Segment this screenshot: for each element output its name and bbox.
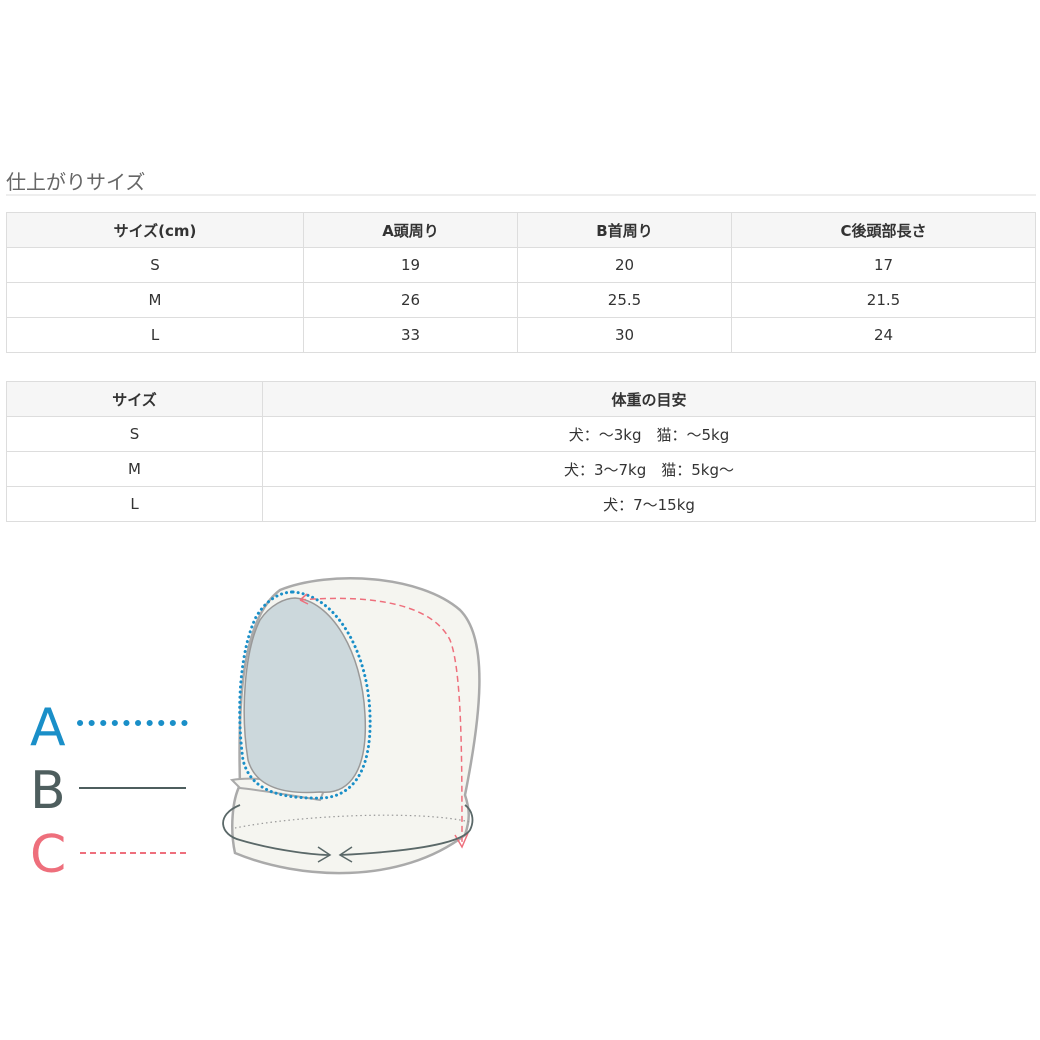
cell: L [6,486,263,522]
table-header-row: サイズ(cm) A頭周り B首周り C後頭部長さ [6,212,1036,248]
cell: M [6,282,304,318]
header-cell: 体重の目安 [262,381,1036,417]
cell: L [6,317,304,353]
table-header-row: サイズ 体重の目安 [6,381,1036,417]
cell: S [6,247,304,283]
hood-measurement-diagram: A B C [30,577,481,885]
header-cell: サイズ(cm) [6,212,304,248]
cell: M [6,451,263,487]
header-cell: C後頭部長さ [731,212,1036,248]
cell: 24 [731,317,1036,353]
table-row: M 26 25.5 21.5 [6,282,1036,318]
size-table: サイズ(cm) A頭周り B首周り C後頭部長さ S 19 20 17 M 26… [6,212,1036,353]
cell: 犬：～3kg 猫：～5kg [262,416,1036,452]
table-row: L 33 30 24 [6,317,1036,353]
cell: 33 [303,317,518,353]
table-row: S 19 20 17 [6,247,1036,283]
table-row: L 犬：7～15kg [6,486,1036,522]
header-cell: A頭周り [303,212,518,248]
cell: 21.5 [731,282,1036,318]
section-title: 仕上がりサイズ [6,170,146,194]
header-cell: サイズ [6,381,263,417]
divider [6,194,1036,196]
table-row: S 犬：～3kg 猫：～5kg [6,416,1036,452]
legend-letter-a: A [30,698,66,758]
cell: 30 [517,317,732,353]
legend: A B C [30,698,189,885]
cell: 17 [731,247,1036,283]
legend-letter-c: C [30,825,66,885]
cell: 25.5 [517,282,732,318]
cell: 犬：7～15kg [262,486,1036,522]
hood-illustration [222,577,481,875]
cell: 26 [303,282,518,318]
cell: 犬：3～7kg 猫：5kg～ [262,451,1036,487]
table-row: M 犬：3～7kg 猫：5kg～ [6,451,1036,487]
weight-table: サイズ 体重の目安 S 犬：～3kg 猫：～5kg M 犬：3～7kg 猫：5k… [6,381,1036,522]
cell: S [6,416,263,452]
legend-letter-b: B [30,761,66,821]
cell: 19 [303,247,518,283]
header-cell: B首周り [517,212,732,248]
cell: 20 [517,247,732,283]
